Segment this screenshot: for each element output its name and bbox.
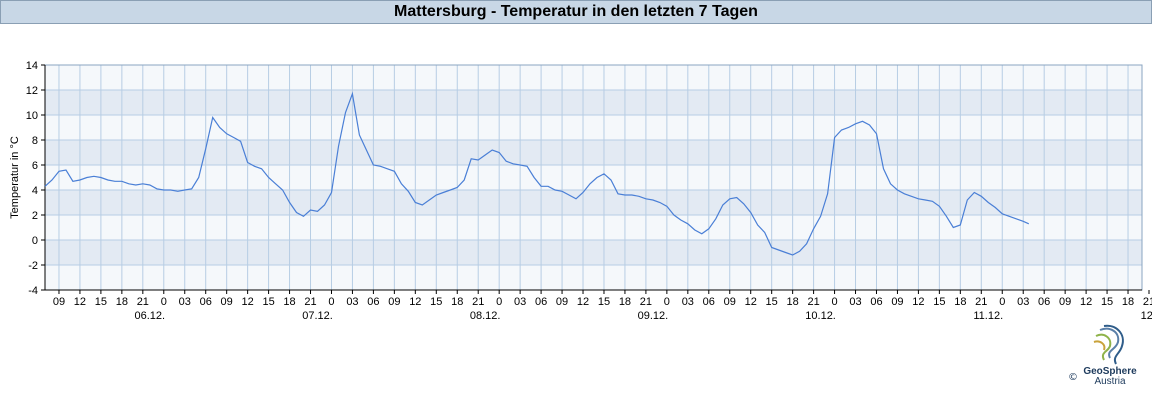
- y-tick-label: -2: [28, 260, 38, 272]
- x-tick-label: 15: [766, 296, 778, 308]
- x-tick-label: 21: [640, 296, 652, 308]
- x-tick-label: 06: [870, 296, 882, 308]
- plot-band: [45, 65, 1142, 90]
- x-tick-label: 06: [535, 296, 547, 308]
- y-tick-label: -4: [28, 285, 38, 297]
- x-tick-label: 0: [999, 296, 1005, 308]
- x-tick-label: 09: [53, 296, 65, 308]
- plot-band: [45, 265, 1142, 290]
- x-tick-label: 03: [179, 296, 191, 308]
- logo-name: GeoSphere: [1083, 366, 1137, 377]
- x-tick-label: 09: [221, 296, 233, 308]
- x-tick-label: 03: [514, 296, 526, 308]
- x-day-label: 07.12.: [302, 310, 333, 322]
- x-tick-label: 21: [807, 296, 819, 308]
- y-tick-label: 0: [32, 235, 38, 247]
- x-tick-label: 18: [116, 296, 128, 308]
- x-day-label: 11.12.: [973, 310, 1003, 322]
- x-tick-label: 15: [1101, 296, 1113, 308]
- x-tick-label: 18: [954, 296, 966, 308]
- x-tick-label: 15: [262, 296, 274, 308]
- x-tick-label: 06: [200, 296, 212, 308]
- x-tick-label: 12: [74, 296, 86, 308]
- x-tick-label: 0: [664, 296, 670, 308]
- x-tick-label: 03: [849, 296, 861, 308]
- x-tick-label: 06: [367, 296, 379, 308]
- y-tick-label: 12: [26, 85, 38, 97]
- x-day-label: 09.12.: [638, 310, 669, 322]
- x-tick-label: 21: [472, 296, 484, 308]
- x-tick-label: 0: [831, 296, 837, 308]
- y-axis-label: Temperatur in °C: [9, 136, 21, 219]
- x-tick-label: 12: [1080, 296, 1092, 308]
- x-tick-label: 21: [304, 296, 316, 308]
- x-tick-label: 12: [745, 296, 757, 308]
- x-tick-label: 09: [1059, 296, 1071, 308]
- x-tick-label: 21: [137, 296, 149, 308]
- chart-title: Mattersburg - Temperatur in den letzten …: [394, 3, 758, 20]
- x-tick-label: 18: [283, 296, 295, 308]
- plot-band: [45, 115, 1142, 140]
- geosphere-logo-icon: [1093, 324, 1124, 365]
- x-tick-label: 06: [703, 296, 715, 308]
- x-tick-label: 18: [619, 296, 631, 308]
- x-tick-label: 12: [912, 296, 924, 308]
- title-bar: Mattersburg - Temperatur in den letzten …: [0, 0, 1152, 24]
- y-tick-label: 10: [26, 110, 38, 122]
- plot-band: [45, 90, 1142, 115]
- plot-band: [45, 190, 1142, 215]
- x-tick-label: 21: [1143, 296, 1152, 308]
- x-tick-label: 09: [556, 296, 568, 308]
- copyright-symbol: ©: [1068, 372, 1078, 383]
- x-tick-label: 15: [598, 296, 610, 308]
- x-tick-label: 06: [1038, 296, 1050, 308]
- x-tick-label: 12: [577, 296, 589, 308]
- x-tick-label: 03: [346, 296, 358, 308]
- plot-band: [45, 140, 1142, 165]
- x-tick-label: 0: [328, 296, 334, 308]
- x-day-label: 10.12.: [805, 310, 836, 322]
- x-day-label: 12.12.: [1141, 310, 1152, 322]
- x-tick-label: 0: [496, 296, 502, 308]
- x-tick-label: 15: [430, 296, 442, 308]
- x-tick-label: 12: [409, 296, 421, 308]
- y-tick-label: 2: [32, 210, 38, 222]
- x-day-label: 08.12.: [470, 310, 501, 322]
- temperature-series-line: [44, 91, 1030, 256]
- x-tick-label: 12: [242, 296, 254, 308]
- logo-subtitle: Austria: [1094, 376, 1126, 387]
- plot-band: [45, 215, 1142, 240]
- x-tick-label: 18: [451, 296, 463, 308]
- x-tick-label: 21: [975, 296, 987, 308]
- x-tick-label: 18: [1122, 296, 1134, 308]
- y-tick-label: 8: [32, 135, 38, 147]
- x-day-label: 06.12.: [135, 310, 166, 322]
- x-tick-label: 09: [891, 296, 903, 308]
- y-tick-label: 4: [32, 185, 38, 197]
- plot-band: [45, 165, 1142, 190]
- y-tick-label: 6: [32, 160, 38, 172]
- x-tick-label: 03: [682, 296, 694, 308]
- x-tick-label: 03: [1017, 296, 1029, 308]
- x-tick-label: 18: [787, 296, 799, 308]
- x-tick-label: 09: [724, 296, 736, 308]
- y-tick-label: 14: [26, 60, 38, 72]
- x-tick-label: 0: [161, 296, 167, 308]
- plot-band: [45, 240, 1142, 265]
- x-tick-label: 15: [933, 296, 945, 308]
- x-tick-label: 15: [95, 296, 107, 308]
- x-tick-label: 09: [388, 296, 400, 308]
